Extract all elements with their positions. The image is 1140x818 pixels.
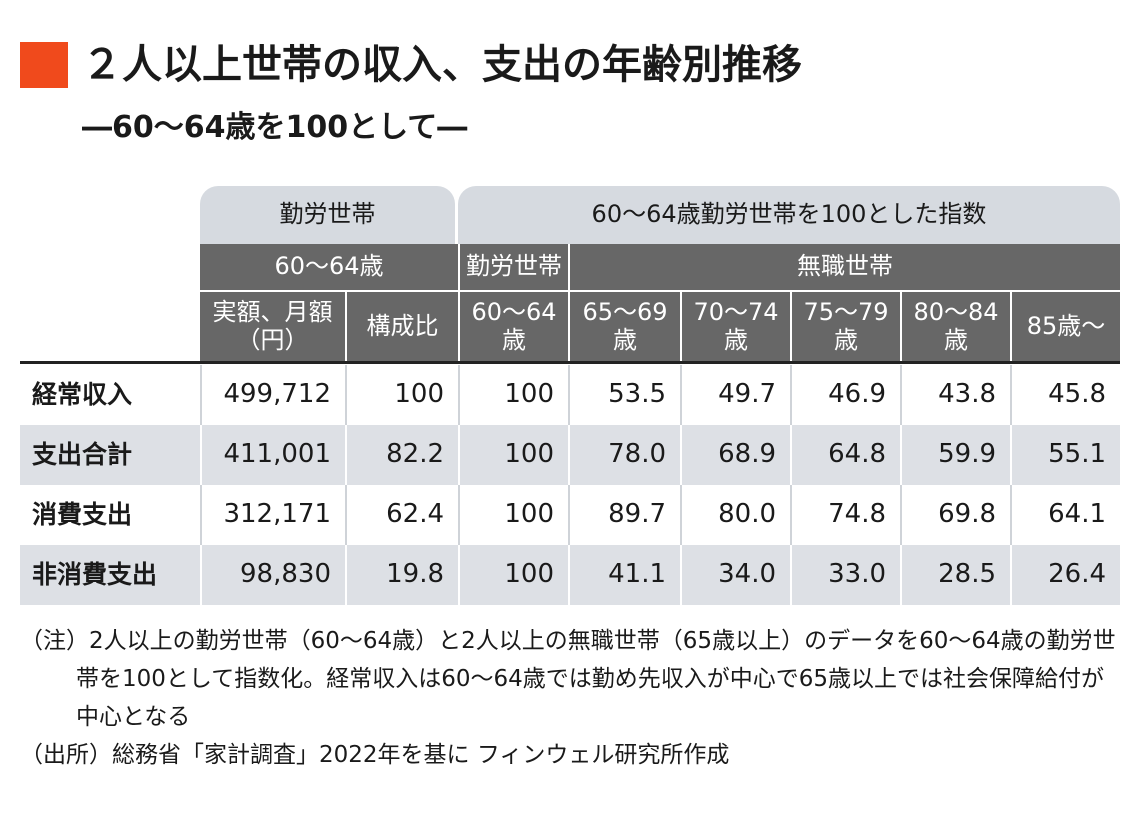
cell-value: 68.9 [680,425,790,485]
cell-value: 41.1 [568,545,680,605]
column-header: 65〜69 歳 [568,290,680,361]
cell-value: 98,830 [200,545,345,605]
column-header: 80〜84 歳 [900,290,1010,361]
row-label: 消費支出 [20,485,200,545]
cell-value: 19.8 [345,545,458,605]
title-marker [20,42,68,88]
cell-value: 74.8 [790,485,900,545]
cell-value: 82.2 [345,425,458,485]
row-label: 経常収入 [20,365,200,425]
cell-value: 411,001 [200,425,345,485]
cell-value: 43.8 [900,365,1010,425]
sub-header: 勤労世帯 [458,244,568,290]
cell-value: 78.0 [568,425,680,485]
cell-value: 53.5 [568,365,680,425]
cell-value: 46.9 [790,365,900,425]
column-header: 構成比 [345,290,458,361]
column-header: 60〜64 歳 [458,290,568,361]
cell-value: 100 [345,365,458,425]
cell-value: 312,171 [200,485,345,545]
cell-value: 100 [458,425,568,485]
row-label: 支出合計 [20,425,200,485]
cell-value: 45.8 [1010,365,1120,425]
header-bg [200,244,1120,361]
cell-value: 80.0 [680,485,790,545]
cell-value: 69.8 [900,485,1010,545]
cell-value: 100 [458,485,568,545]
note: （注）2人以上の勤労世帯（60〜64歳）と2人以上の無職世帯（65歳以上）のデー… [20,628,1116,730]
title: ２人以上世帯の収入、支出の年齢別推移 [82,42,802,88]
header-rule [20,361,1120,364]
cell-value: 33.0 [790,545,900,605]
cell-value: 62.4 [345,485,458,545]
group-header: 60〜64歳勤労世帯を100とした指数 [458,186,1120,244]
cell-value: 49.7 [680,365,790,425]
cell-value: 64.1 [1010,485,1120,545]
cell-value: 499,712 [200,365,345,425]
cell-value: 55.1 [1010,425,1120,485]
cell-value: 100 [458,365,568,425]
cell-value: 28.5 [900,545,1010,605]
cell-value: 89.7 [568,485,680,545]
column-header: 85歳〜 [1010,290,1120,361]
sub-header: 60〜64歳 [274,252,384,281]
cell-value: 64.8 [790,425,900,485]
note: （出所）総務省「家計調査」2022年を基に フィンウェル研究所作成 [20,742,730,768]
cell-value: 59.9 [900,425,1010,485]
sub-header: 無職世帯 [568,244,1120,290]
group-header: 勤労世帯 [200,186,455,244]
cell-value: 34.0 [680,545,790,605]
column-header: 70〜74 歳 [680,290,790,361]
column-header: 実額、月額 （円） [200,290,345,361]
cell-value: 100 [458,545,568,605]
column-header: 75〜79 歳 [790,290,900,361]
subtitle: ―60〜64歳を100として― [82,110,468,145]
row-label: 非消費支出 [20,545,200,605]
cell-value: 26.4 [1010,545,1120,605]
